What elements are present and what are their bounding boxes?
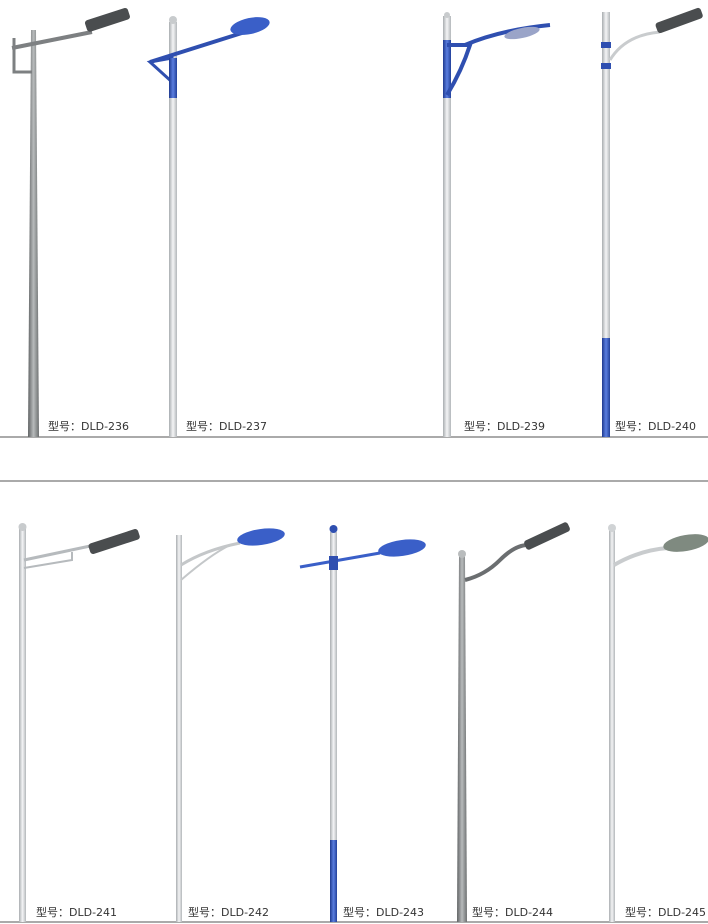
lamp-dld-243	[299, 525, 426, 922]
model-label: 型号：DLD-239	[464, 420, 546, 433]
model-label: 型号：DLD-237	[186, 420, 268, 433]
model-label: 型号：DLD-240	[615, 420, 697, 433]
model-label: 型号：DLD-244	[472, 906, 554, 919]
model-label: 型号：DLD-242	[188, 906, 270, 919]
model-label: 型号：DLD-245	[625, 906, 707, 919]
model-label: 型号：DLD-236	[48, 420, 130, 433]
lamp-dld-244	[457, 522, 570, 922]
lamp-dld-239	[443, 12, 551, 437]
lamp-dld-245	[608, 524, 708, 922]
lamp-dld-240	[601, 7, 703, 437]
model-label: 型号：DLD-243	[343, 906, 425, 919]
lamp-dld-241	[18, 523, 140, 922]
lamp-dld-242	[176, 528, 285, 922]
lamp-dld-237	[146, 16, 270, 437]
lamp-dld-236	[11, 7, 130, 437]
model-label: 型号：DLD-241	[36, 906, 118, 919]
